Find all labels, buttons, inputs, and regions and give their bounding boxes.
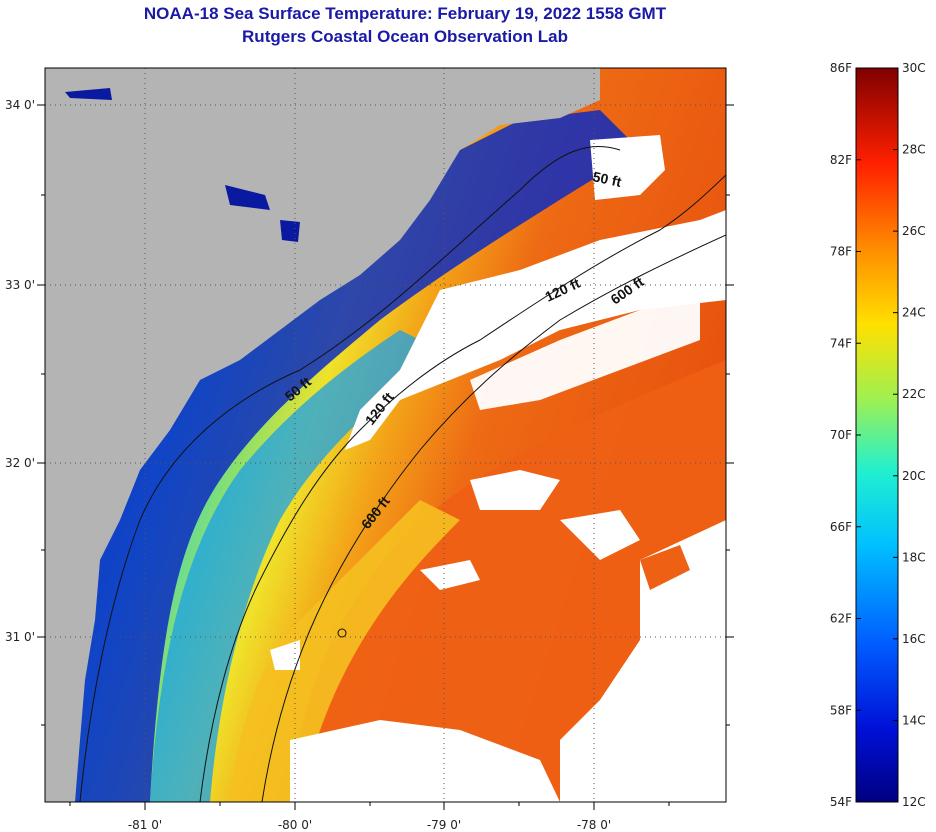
- lon-label-79: -79 0': [427, 818, 461, 832]
- depth-contour-120ft: [199, 174, 726, 802]
- colorbar-label-c: 30C: [902, 61, 926, 75]
- warm-eddy: [640, 545, 690, 590]
- station-marker: [337, 628, 347, 638]
- colorbar-label-c: 28C: [902, 143, 926, 157]
- colorbar-label-c: 18C: [902, 550, 926, 564]
- lon-label-81: -81 0': [128, 818, 162, 832]
- lon-label-78: -78 0': [577, 818, 611, 832]
- colorbar-label-f: 54F: [830, 795, 852, 809]
- depth-label-50ft-north: 50 ft: [591, 168, 623, 190]
- colorbar-label-f: 86F: [830, 61, 852, 75]
- colorbar-label-f: 78F: [830, 245, 852, 259]
- cloud-patch: [420, 560, 480, 590]
- inland-water: [280, 220, 300, 242]
- colorbar-label-f: 82F: [830, 153, 852, 167]
- inland-water: [65, 88, 112, 100]
- cloud-patch: [470, 470, 560, 510]
- colorbar-label-f: 74F: [830, 336, 852, 350]
- depth-contour-50ft: [79, 145, 621, 802]
- colorbar-label-c: 20C: [902, 469, 926, 483]
- cloud-patch: [345, 210, 726, 450]
- colorbar-label-c: 12C: [902, 795, 926, 809]
- cloud-patch: [560, 510, 640, 560]
- map-border: [44, 67, 727, 803]
- inland-water: [225, 185, 270, 210]
- colorbar-label-f: 66F: [830, 520, 852, 534]
- colorbar-label-c: 26C: [902, 224, 926, 238]
- cloud-patch: [270, 640, 300, 670]
- cloud-patch: [290, 720, 560, 802]
- graticule: [45, 68, 726, 802]
- temperature-colorbar: [855, 67, 899, 803]
- colorbar-label-f: 58F: [830, 703, 852, 717]
- cloud-patch: [560, 520, 726, 802]
- map-title: NOAA-18 Sea Surface Temperature: Februar…: [143, 4, 667, 23]
- lon-label-80: -80 0': [278, 818, 312, 832]
- colorbar-label-f: 70F: [830, 428, 852, 442]
- lat-label-32: 32 0': [5, 456, 35, 470]
- map-subtitle: Rutgers Coastal Ocean Observation Lab: [242, 27, 568, 46]
- colorbar-celsius-scale: 30C 28C 26C 24C 22C 20C 18C 16C 14C 12C: [893, 61, 926, 809]
- depth-contour-600ft: [261, 234, 726, 802]
- axis-ticks: [37, 104, 734, 810]
- lat-label-31: 31 0': [5, 630, 35, 644]
- lat-label-33: 33 0': [5, 278, 35, 292]
- colorbar-label-c: 24C: [902, 306, 926, 320]
- colorbar-fahrenheit-scale: 86F 82F 78F 74F 70F 66F 62F 58F 54F: [830, 61, 861, 809]
- colorbar-label-c: 14C: [902, 713, 926, 727]
- colorbar-label-c: 16C: [902, 632, 926, 646]
- colorbar-label-c: 22C: [902, 387, 926, 401]
- cloud-patch: [590, 135, 665, 200]
- colorbar-label-f: 62F: [830, 612, 852, 626]
- land-mass: [45, 68, 600, 802]
- lat-label-34: 34 0': [5, 98, 35, 112]
- cloud-patch: [470, 300, 700, 410]
- map-area[interactable]: 50 ft 50 ft 120 ft 120 ft 600 ft 600 ft: [45, 68, 726, 802]
- transition-zone: [230, 500, 460, 802]
